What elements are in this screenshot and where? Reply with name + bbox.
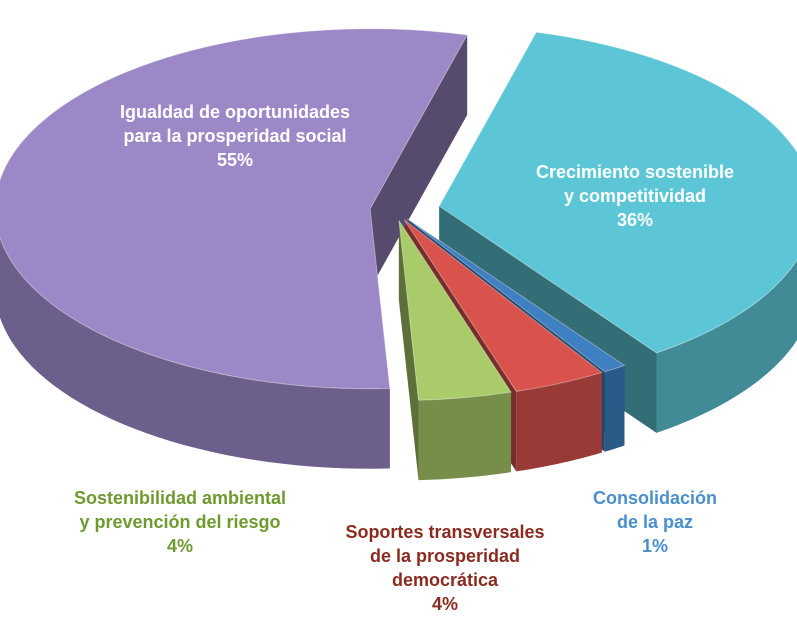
- slice-wall: [398, 220, 419, 481]
- slice-side: [656, 260, 797, 433]
- value-label: 1%: [641, 536, 668, 556]
- slice: [0, 28, 468, 390]
- slice-label: Sostenibilidad ambiental y prevención de…: [20, 486, 340, 558]
- slice-label: Soportes transversales de la prosperidad…: [285, 520, 605, 616]
- slice-side: [0, 237, 390, 469]
- category-label: Crecimiento sostenible y competitividad: [535, 162, 735, 206]
- category-label: Sostenibilidad ambiental y prevención de…: [73, 488, 287, 532]
- slice: [406, 218, 626, 373]
- value-label: 4%: [431, 594, 458, 614]
- value-label: 55%: [216, 150, 254, 170]
- slice-side: [418, 392, 512, 481]
- slice-label: Crecimiento sostenible y competitividad 3…: [475, 160, 795, 232]
- slice: [403, 219, 603, 392]
- slice: [438, 31, 797, 354]
- value-label: 4%: [166, 536, 193, 556]
- slice-label: Consolidación de la paz 1%: [495, 486, 797, 558]
- slice-wall: [370, 34, 468, 289]
- category-label: Consolidación de la paz: [592, 488, 717, 532]
- category-label: Soportes transversales de la prosperidad…: [345, 522, 545, 590]
- slice-label: Igualdad de oportunidades para la prospe…: [75, 100, 395, 172]
- slice-tops: [0, 28, 797, 401]
- slice: [398, 220, 512, 401]
- value-label: 36%: [616, 210, 654, 230]
- slice-side: [604, 365, 625, 452]
- category-label: Igualdad de oportunidades para la prospe…: [119, 102, 350, 146]
- slice-side: [516, 372, 602, 472]
